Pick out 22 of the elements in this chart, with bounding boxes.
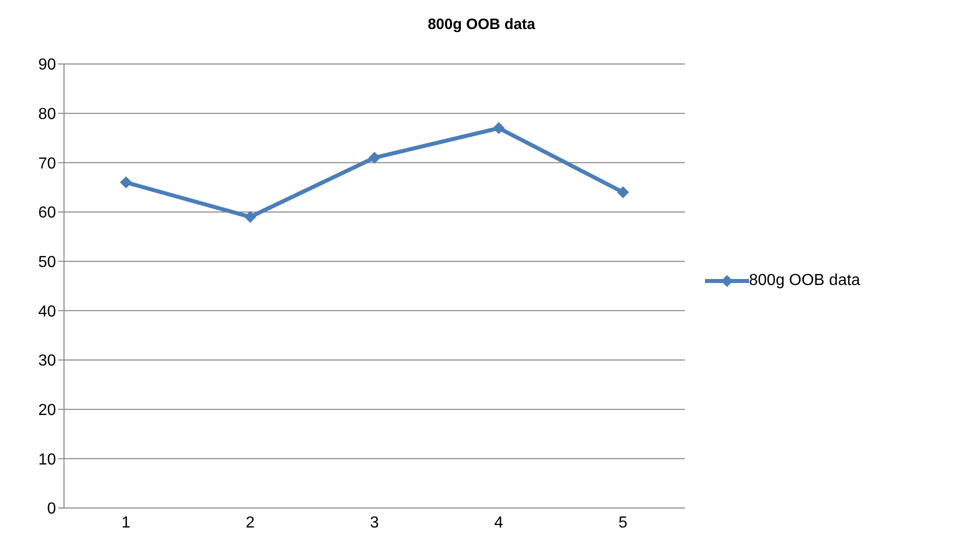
- point: [368, 152, 380, 164]
- y-tick-label: 80: [38, 106, 56, 124]
- chart-title: 800g OOB data: [428, 16, 536, 33]
- y-tick-label: 20: [38, 402, 56, 420]
- point: [617, 186, 629, 198]
- y-tick-label: 50: [38, 254, 56, 272]
- y-tick-label: 60: [38, 204, 56, 222]
- y-tick-label: 40: [38, 303, 56, 320]
- y-tick-label: 10: [38, 451, 56, 468]
- x-tick-label: 3: [370, 514, 380, 532]
- y-tick-label: 90: [38, 56, 56, 74]
- x-tick-label: 2: [246, 514, 255, 532]
- y-tick-label: 70: [38, 155, 56, 172]
- x-tick-label: 1: [122, 514, 131, 532]
- x-tick-label: 5: [618, 514, 628, 532]
- y-tick-label: 30: [38, 352, 56, 370]
- point: [492, 122, 505, 134]
- legend-label: 800g OOB data: [749, 272, 860, 290]
- point: [244, 210, 256, 223]
- y-tick-label: 0: [47, 500, 56, 518]
- x-tick-label: 4: [494, 514, 504, 532]
- point: [120, 176, 132, 188]
